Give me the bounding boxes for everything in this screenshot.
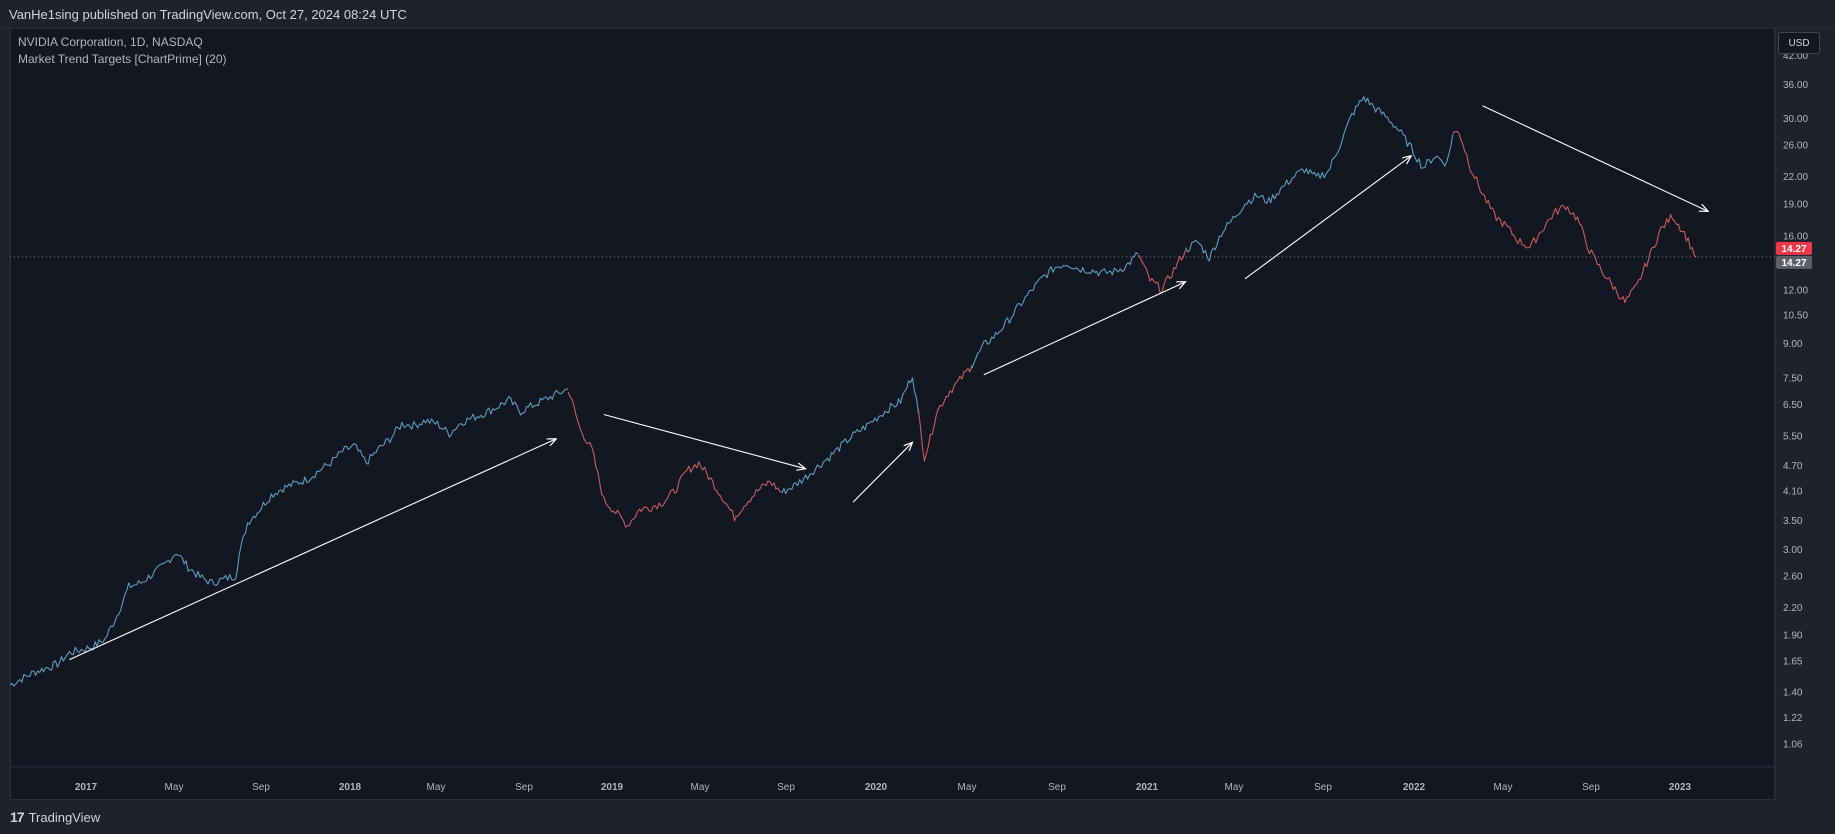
x-tick-label: May xyxy=(958,782,977,793)
y-tick-label: 1.90 xyxy=(1783,630,1803,641)
x-tick-label: May xyxy=(165,782,184,793)
x-tick-label: May xyxy=(691,782,710,793)
symbol-title[interactable]: NVIDIA Corporation, 1D, NASDAQ xyxy=(18,35,203,49)
y-tick-label: 19.00 xyxy=(1783,199,1808,210)
x-tick-label: 2017 xyxy=(75,782,98,793)
price-series-layer xyxy=(9,96,1697,687)
trend-arrow-1[interactable] xyxy=(69,439,556,661)
tradingview-logo[interactable]: 17 TradingView xyxy=(10,809,100,825)
y-tick-label: 12.00 xyxy=(1783,285,1808,296)
tradingview-logo-icon: 17 xyxy=(10,809,25,825)
x-tick-label: May xyxy=(427,782,446,793)
x-tick-label: 2022 xyxy=(1403,782,1426,793)
x-tick-label: Sep xyxy=(252,782,270,793)
y-tick-label: 7.50 xyxy=(1783,373,1803,384)
x-tick-label: 2020 xyxy=(865,782,888,793)
y-tick-label: 3.50 xyxy=(1783,516,1803,527)
last-price-label-1: 14.27 xyxy=(1781,244,1806,255)
last-price-label-bg-1 xyxy=(1776,241,1812,255)
y-tick-label: 42.00 xyxy=(1783,51,1808,62)
trend-arrow-6[interactable] xyxy=(1482,105,1709,212)
y-tick-label: 36.00 xyxy=(1783,80,1808,91)
y-tick-label: 16.00 xyxy=(1783,232,1808,243)
price-series-bear-7 xyxy=(1452,130,1697,304)
price-series-bull-4 xyxy=(971,252,1139,369)
y-tick-label: 3.00 xyxy=(1783,545,1803,556)
price-series-bear-3 xyxy=(917,365,973,462)
y-tick-label: 5.50 xyxy=(1783,431,1803,442)
y-tick-label: 10.50 xyxy=(1783,310,1808,321)
bottom-bar: 17 TradingView xyxy=(0,800,1835,834)
x-tick-label: Sep xyxy=(777,782,795,793)
publisher-text: VanHe1sing published on TradingView.com,… xyxy=(9,7,407,22)
x-tick-label: Sep xyxy=(1048,782,1066,793)
price-series-bull-2 xyxy=(781,377,919,495)
y-tick-label: 9.00 xyxy=(1783,339,1803,350)
trend-arrow-2[interactable] xyxy=(603,413,806,469)
chart-area[interactable] xyxy=(10,28,1775,800)
y-tick-label: 6.50 xyxy=(1783,400,1803,411)
y-tick-label: 26.00 xyxy=(1783,141,1808,152)
y-tick-label: 1.40 xyxy=(1783,687,1803,698)
y-tick-label: 1.65 xyxy=(1783,657,1803,668)
indicator-title[interactable]: Market Trend Targets [ChartPrime] (20) xyxy=(18,52,227,66)
x-tick-label: 2019 xyxy=(601,782,624,793)
last-price-label-bg-2 xyxy=(1776,255,1812,269)
y-tick-label: 4.70 xyxy=(1783,461,1803,472)
time-axis[interactable]: 2017 May Sep 2018 May Sep 2019 May Sep 2020 May Sep… xyxy=(75,782,1692,793)
price-series-bear-1 xyxy=(567,391,783,528)
x-tick-label: Sep xyxy=(1314,782,1332,793)
tradingview-brand-text: TradingView xyxy=(28,809,101,825)
y-tick-label: 4.10 xyxy=(1783,486,1803,497)
x-tick-label: 2021 xyxy=(1136,782,1159,793)
x-tick-label: 2018 xyxy=(339,782,362,793)
x-tick-label: May xyxy=(1225,782,1244,793)
currency-button[interactable]: USD xyxy=(1778,32,1820,54)
last-price-labels: 14.27 14.27 xyxy=(1776,241,1812,269)
trend-arrow-5[interactable] xyxy=(1244,156,1411,280)
trend-arrow-3[interactable] xyxy=(852,442,912,503)
y-tick-label: 22.00 xyxy=(1783,172,1808,183)
price-axis[interactable]: 42.00 36.00 30.00 26.00 22.00 19.00 16.00 12.00… xyxy=(1783,51,1808,751)
trend-arrow-4[interactable] xyxy=(983,282,1186,376)
y-tick-label: 1.22 xyxy=(1783,713,1803,724)
y-tick-label: 30.00 xyxy=(1783,114,1808,125)
x-tick-label: 2023 xyxy=(1669,782,1692,793)
chart-legend: NVIDIA Corporation, 1D, NASDAQ Market Tr… xyxy=(18,34,227,68)
y-tick-label: 1.06 xyxy=(1783,740,1803,751)
y-tick-label: 2.20 xyxy=(1783,603,1803,614)
x-tick-label: Sep xyxy=(1582,782,1600,793)
x-tick-label: May xyxy=(1494,782,1513,793)
x-tick-label: Sep xyxy=(515,782,533,793)
price-series-bull-0 xyxy=(9,388,569,687)
trend-arrow-layer xyxy=(69,105,1709,661)
last-price-label-2: 14.27 xyxy=(1781,258,1806,269)
y-tick-label: 2.60 xyxy=(1783,572,1803,583)
price-series-bull-6 xyxy=(1185,96,1454,262)
